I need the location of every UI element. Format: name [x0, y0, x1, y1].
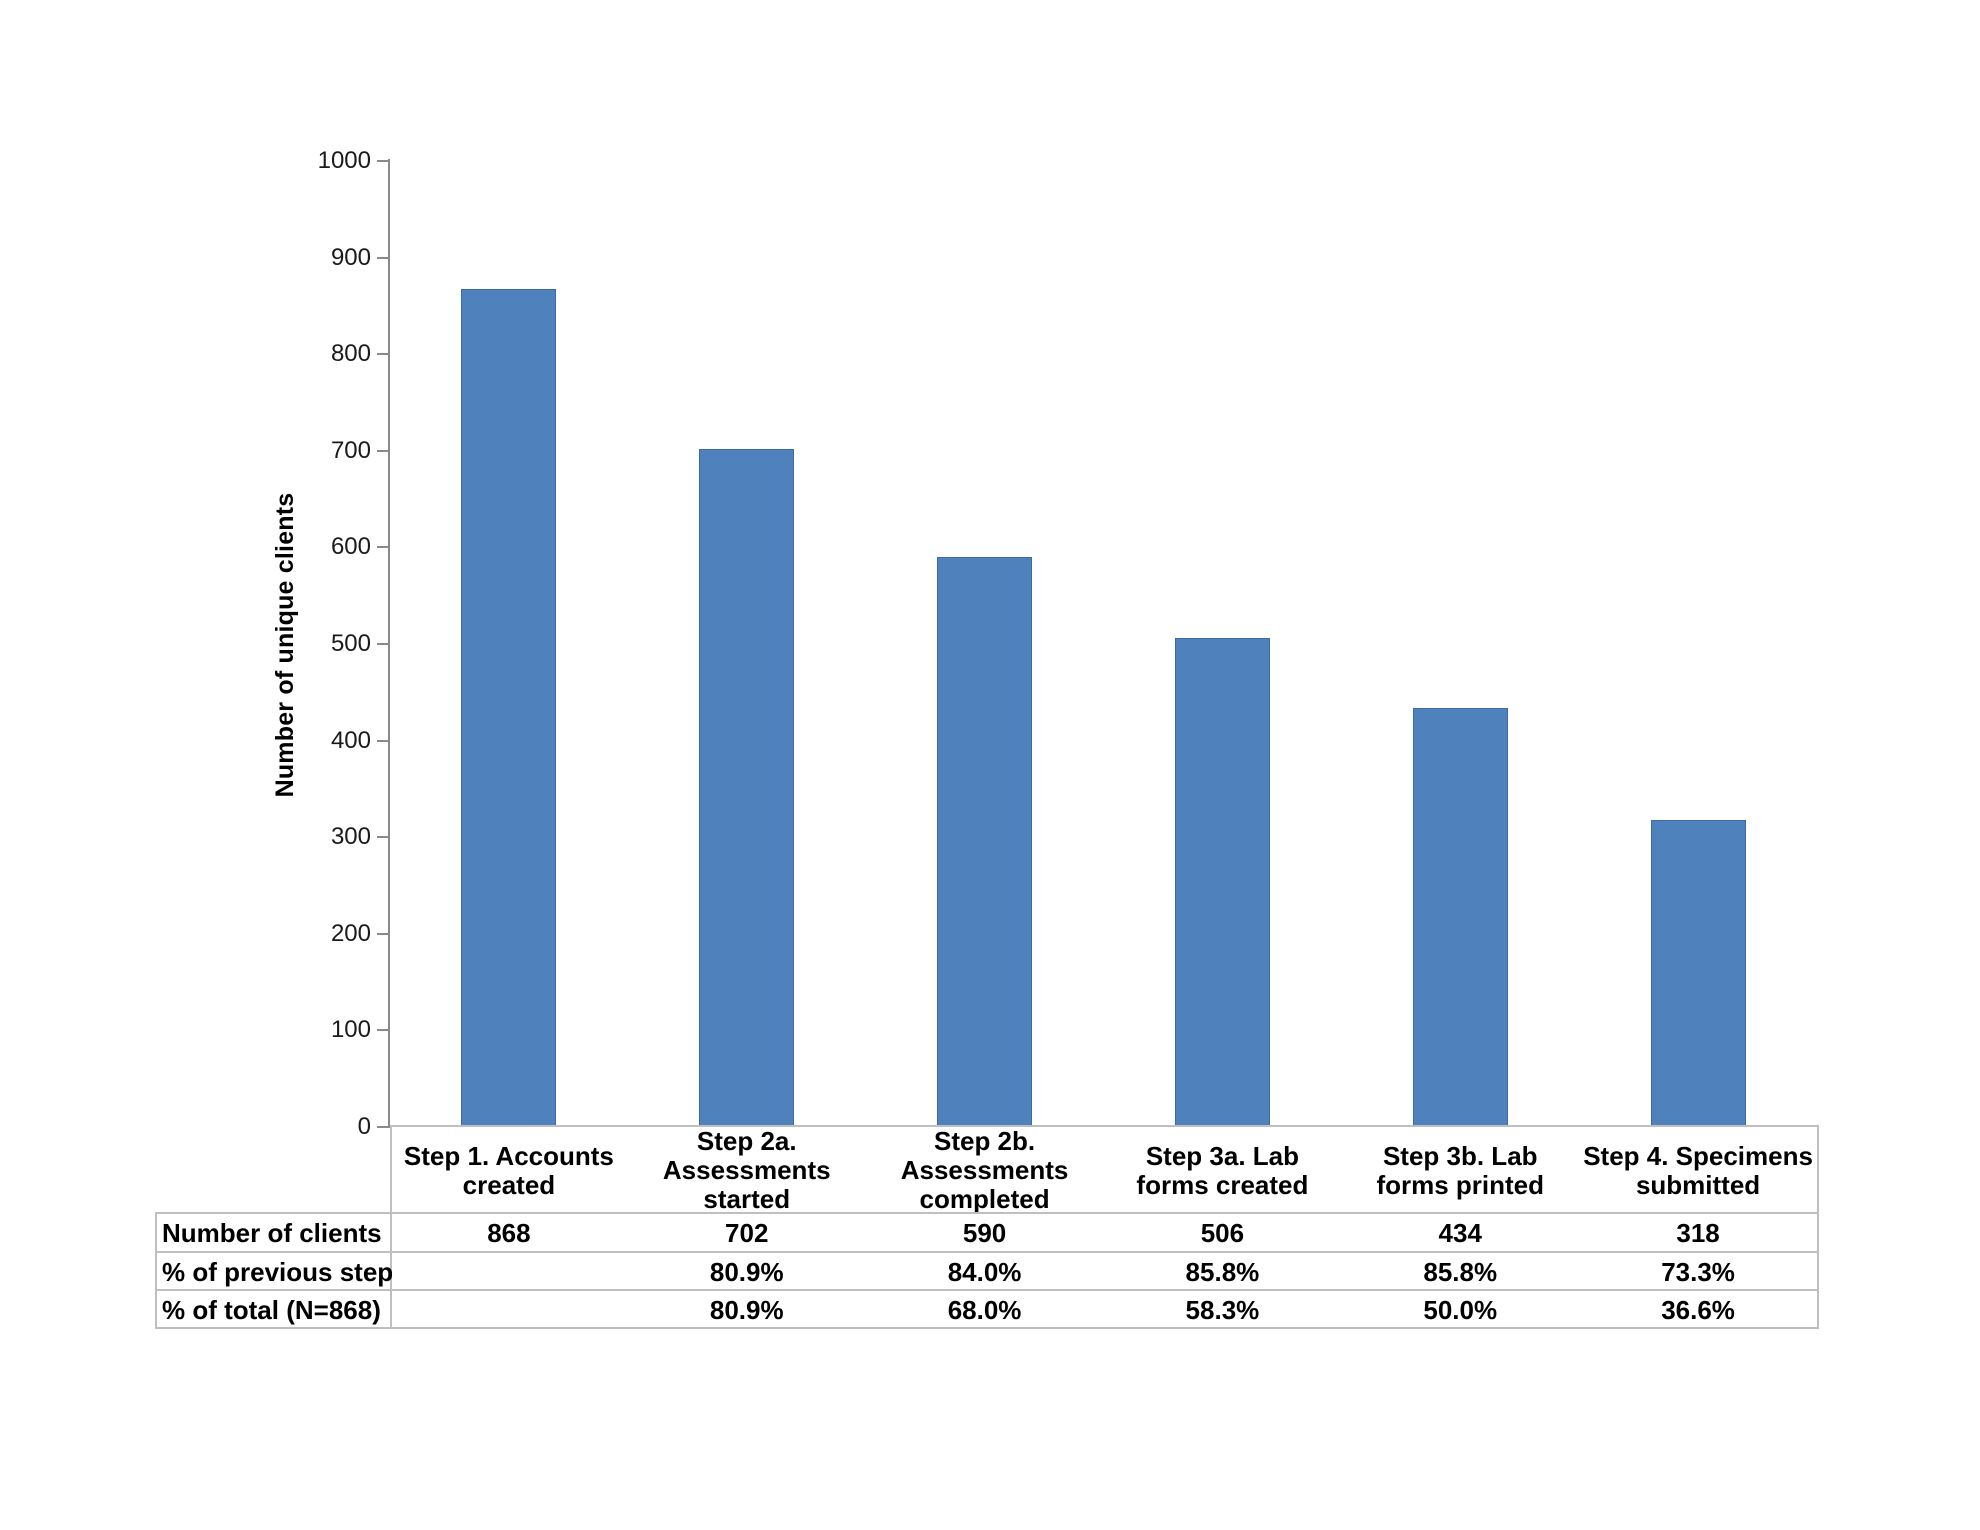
y-tick-mark — [377, 353, 388, 356]
table-cell: 590 — [962, 1218, 1007, 1248]
table-cell: 85.8% — [1423, 1256, 1498, 1287]
bar-step-4 — [1174, 638, 1270, 1127]
y-tick-label: 0 — [357, 1113, 371, 1140]
table-cell — [390, 1253, 628, 1291]
table-horizontal-line — [390, 1125, 1819, 1127]
category-label: Step 3b. Lab forms printed — [1376, 1140, 1545, 1200]
y-tick-mark — [377, 160, 388, 162]
table-row-label: % of total (N=868) — [162, 1294, 381, 1325]
bar-step-5 — [1412, 707, 1508, 1127]
y-tick-mark — [377, 256, 388, 259]
table-cell: 85.8% — [1185, 1256, 1260, 1287]
y-tick-label: 800 — [330, 340, 371, 368]
category-label: Step 3a. Lab forms created — [1136, 1140, 1309, 1200]
table-cell: 50.0% — [1423, 1294, 1498, 1325]
y-tick-label: 500 — [330, 630, 371, 657]
y-tick-label: 200 — [330, 919, 371, 947]
y-tick-label: 700 — [330, 436, 371, 464]
table-cell: 84.0% — [947, 1256, 1022, 1287]
table-horizontal-line — [155, 1251, 1819, 1253]
table-cell — [390, 1291, 628, 1329]
table-cell: 506 — [1200, 1218, 1245, 1248]
table-horizontal-line — [155, 1289, 1819, 1291]
y-tick-mark — [377, 1029, 388, 1032]
table-horizontal-line — [155, 1212, 1819, 1214]
table-cell: 58.3% — [1185, 1294, 1260, 1325]
category-label: Step 4. Specimens submitted — [1583, 1140, 1813, 1200]
table-cell: 80.9% — [709, 1256, 784, 1287]
table-cell: 702 — [725, 1218, 769, 1248]
y-tick-mark — [377, 836, 388, 839]
category-label: Step 2a. Assessments started — [662, 1126, 831, 1214]
y-tick-mark — [377, 449, 388, 452]
y-tick-mark — [377, 1126, 388, 1128]
y-tick-label: 400 — [330, 726, 371, 754]
category-label: Step 1. Accounts created — [403, 1140, 614, 1200]
y-tick-label: 100 — [330, 1016, 371, 1044]
table-cell: 68.0% — [947, 1294, 1022, 1325]
y-tick-label: 900 — [330, 243, 371, 271]
table-row-label: % of previous step — [162, 1256, 394, 1287]
table-cell: 434 — [1438, 1218, 1482, 1248]
y-tick-mark — [377, 932, 388, 935]
bar-step-6 — [1650, 819, 1746, 1127]
table-vertical-line — [155, 1214, 157, 1329]
category-label: Step 2b. Assessments completed — [900, 1126, 1069, 1214]
bar-step-2 — [699, 448, 795, 1127]
y-tick-label: 1000 — [317, 147, 371, 174]
table-cell: 73.3% — [1661, 1256, 1735, 1287]
y-tick-mark — [377, 739, 388, 742]
y-tick-label: 300 — [330, 823, 371, 851]
table-vertical-line — [1817, 1127, 1819, 1329]
y-tick-mark — [377, 546, 388, 549]
table-cell: 318 — [1676, 1218, 1720, 1248]
table-horizontal-line — [155, 1327, 1819, 1329]
y-tick-mark — [377, 643, 388, 645]
y-tick-label: 600 — [330, 533, 371, 561]
table-vertical-line — [390, 1127, 392, 1329]
table-cell: 36.6% — [1661, 1294, 1735, 1325]
table-cell: 80.9% — [709, 1294, 784, 1325]
table-row-label: Number of clients — [162, 1218, 382, 1248]
y-axis — [388, 159, 390, 1128]
table-cell: 868 — [487, 1218, 531, 1248]
bar-step-3 — [937, 557, 1033, 1127]
bar-step-1 — [461, 288, 557, 1127]
